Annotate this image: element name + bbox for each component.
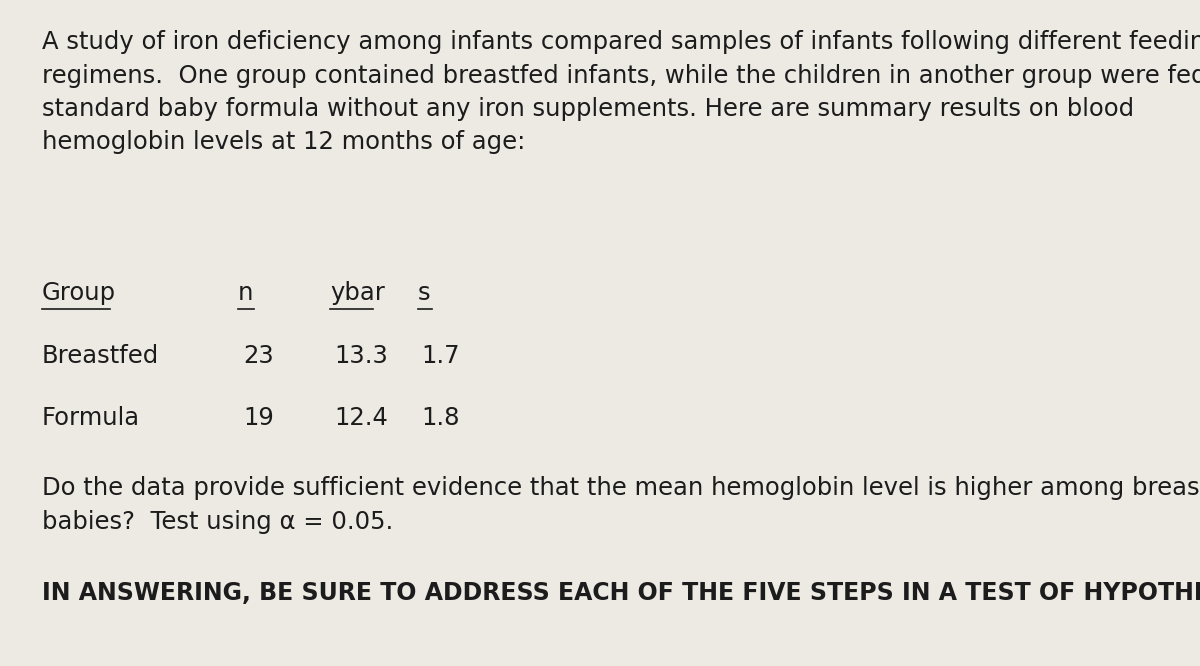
Text: 23: 23	[242, 344, 274, 368]
Text: n: n	[238, 281, 253, 305]
Text: 12.4: 12.4	[334, 406, 388, 430]
Text: ybar: ybar	[330, 281, 385, 305]
Text: Formula: Formula	[42, 406, 140, 430]
Text: Group: Group	[42, 281, 116, 305]
Text: Breastfed: Breastfed	[42, 344, 160, 368]
Text: 1.7: 1.7	[421, 344, 460, 368]
Text: Do the data provide sufficient evidence that the mean hemoglobin level is higher: Do the data provide sufficient evidence …	[42, 476, 1200, 533]
Text: IN ANSWERING, BE SURE TO ADDRESS EACH OF THE FIVE STEPS IN A TEST OF HYPOTHESIS.: IN ANSWERING, BE SURE TO ADDRESS EACH OF…	[42, 581, 1200, 605]
Text: s: s	[418, 281, 431, 305]
Text: 1.8: 1.8	[421, 406, 460, 430]
Text: 13.3: 13.3	[334, 344, 388, 368]
Text: 19: 19	[242, 406, 274, 430]
Text: A study of iron deficiency among infants compared samples of infants following d: A study of iron deficiency among infants…	[42, 30, 1200, 155]
